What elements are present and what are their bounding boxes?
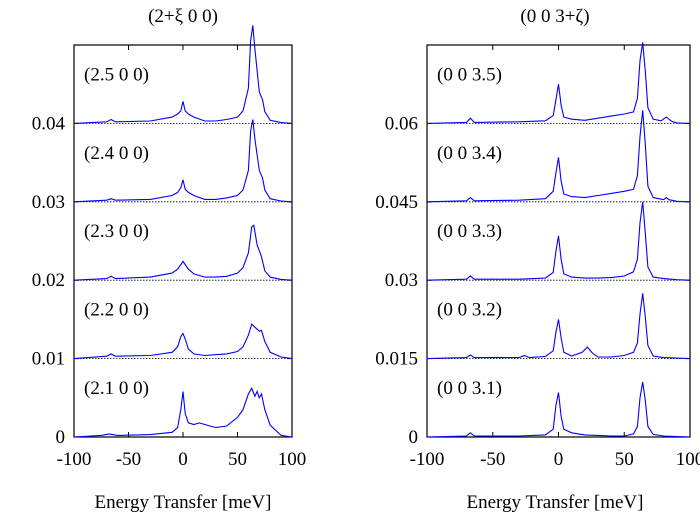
series-label: (0 0 3.2) — [437, 300, 502, 321]
series-line — [426, 293, 691, 360]
series-line — [426, 201, 691, 281]
x-tick-label: 100 — [676, 449, 700, 470]
x-tick-label: 0 — [178, 449, 188, 470]
x-tick-label: 50 — [228, 449, 247, 470]
panel-left: (2+ξ 0 0) -100 -50 0 50 100 0 0.01 0.02 0.03 0.04… — [32, 6, 307, 513]
y-tick-label: 0.01 — [32, 349, 65, 370]
y-tick-label: 0.015 — [375, 349, 418, 370]
x-tick-label: -100 — [57, 449, 92, 470]
x-tick-label: 0 — [554, 449, 564, 470]
series-label: (0 0 3.1) — [437, 378, 502, 399]
y-tick-label: 0 — [56, 427, 66, 448]
series-label: (0 0 3.4) — [437, 143, 502, 164]
x-tick-label: -50 — [480, 449, 505, 470]
y-tick-label: 0.045 — [375, 192, 418, 213]
y-tick-label: 0.03 — [385, 270, 418, 291]
series-line — [73, 224, 293, 281]
panel-title: (0 0 3+ζ) — [520, 6, 589, 27]
x-tick-label: 100 — [278, 449, 307, 470]
y-tick-label: 0 — [409, 427, 419, 448]
series-line — [73, 25, 293, 124]
x-tick-label: -100 — [410, 449, 445, 470]
series-label: (2.2 0 0) — [84, 300, 149, 321]
panel-title: (2+ξ 0 0) — [148, 6, 218, 27]
plot-marks: -100 -50 0 50 100 0 0.015 0.03 0.045 0.06 (0 0 3.1… — [375, 42, 700, 470]
series-label: (2.5 0 0) — [84, 64, 149, 85]
y-tick-label: 0.03 — [32, 192, 65, 213]
series-label: (2.1 0 0) — [84, 378, 149, 399]
panel-right: (0 0 3+ζ) -100 -50 0 50 100 0 0.015 0.03 0.045 0.… — [375, 6, 700, 513]
series-line — [426, 382, 691, 438]
series-line — [73, 119, 293, 203]
y-tick-label: 0.06 — [385, 113, 418, 134]
series-line — [426, 110, 691, 203]
plot-marks: -100 -50 0 50 100 0 0.01 0.02 0.03 0.04 (2.1 0 0) (… — [32, 25, 307, 470]
series-label: (2.3 0 0) — [84, 221, 149, 242]
series-line — [73, 323, 293, 360]
y-tick-label: 0.04 — [32, 113, 66, 134]
series-line — [426, 42, 691, 124]
series-label: (0 0 3.3) — [437, 221, 502, 242]
series-label: (0 0 3.5) — [437, 64, 502, 85]
series-line — [73, 387, 293, 438]
x-axis-label: Energy Transfer [meV] — [95, 492, 272, 513]
y-tick-label: 0.02 — [32, 270, 65, 291]
x-tick-label: 50 — [615, 449, 634, 470]
x-axis-label: Energy Transfer [meV] — [467, 492, 644, 513]
series-label: (2.4 0 0) — [84, 143, 149, 164]
x-tick-label: -50 — [116, 449, 141, 470]
